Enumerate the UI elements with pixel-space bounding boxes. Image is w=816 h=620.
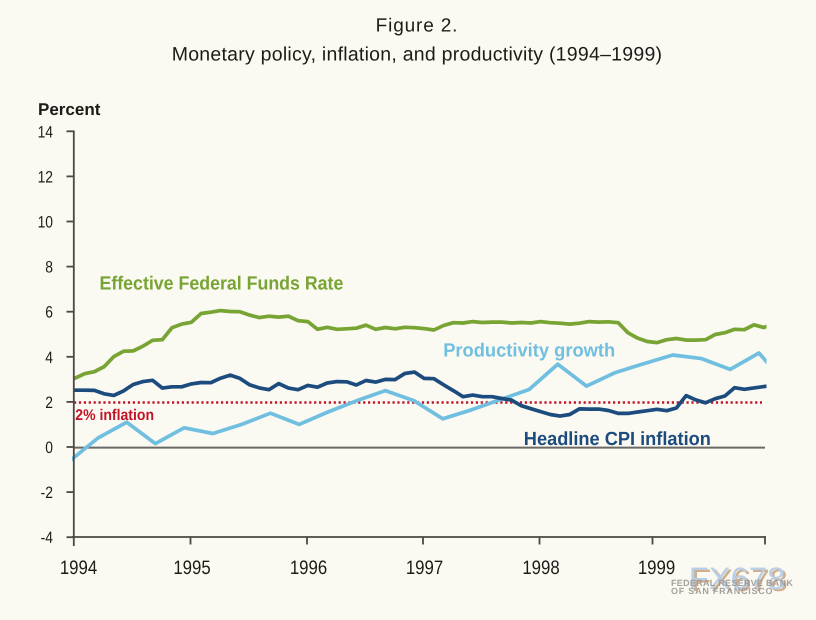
svg-text:FX678: FX678	[691, 563, 788, 598]
svg-text:Productivity growth: Productivity growth	[443, 340, 615, 361]
svg-text:1997: 1997	[406, 557, 443, 579]
svg-text:2% inflation: 2% inflation	[75, 407, 154, 424]
svg-text:Percent: Percent	[38, 100, 101, 119]
svg-text:-2: -2	[41, 484, 53, 502]
svg-text:14: 14	[38, 123, 53, 141]
svg-text:1998: 1998	[522, 557, 559, 579]
svg-text:12: 12	[38, 168, 53, 186]
svg-text:OF SAN FRANCISCO: OF SAN FRANCISCO	[671, 586, 773, 596]
svg-text:FX678: FX678	[689, 561, 786, 596]
svg-text:0: 0	[45, 439, 53, 457]
svg-text:1994: 1994	[60, 557, 97, 579]
svg-text:Effective Federal Funds Rate: Effective Federal Funds Rate	[100, 274, 344, 295]
svg-text:Headline CPI inflation: Headline CPI inflation	[524, 429, 711, 450]
svg-text:Monetary policy, inflation, an: Monetary policy, inflation, and producti…	[172, 44, 663, 66]
svg-text:1995: 1995	[173, 557, 210, 579]
svg-text:4: 4	[45, 349, 53, 367]
svg-text:1999: 1999	[638, 557, 675, 579]
svg-text:10: 10	[38, 214, 53, 232]
svg-text:1996: 1996	[290, 557, 327, 579]
svg-text:2: 2	[45, 394, 53, 412]
svg-text:6: 6	[45, 304, 53, 322]
svg-text:FEDERAL RESERVE BANK: FEDERAL RESERVE BANK	[671, 578, 793, 588]
svg-text:8: 8	[45, 259, 53, 277]
svg-text:Figure 2.: Figure 2.	[376, 16, 459, 37]
svg-text:-4: -4	[41, 529, 53, 547]
